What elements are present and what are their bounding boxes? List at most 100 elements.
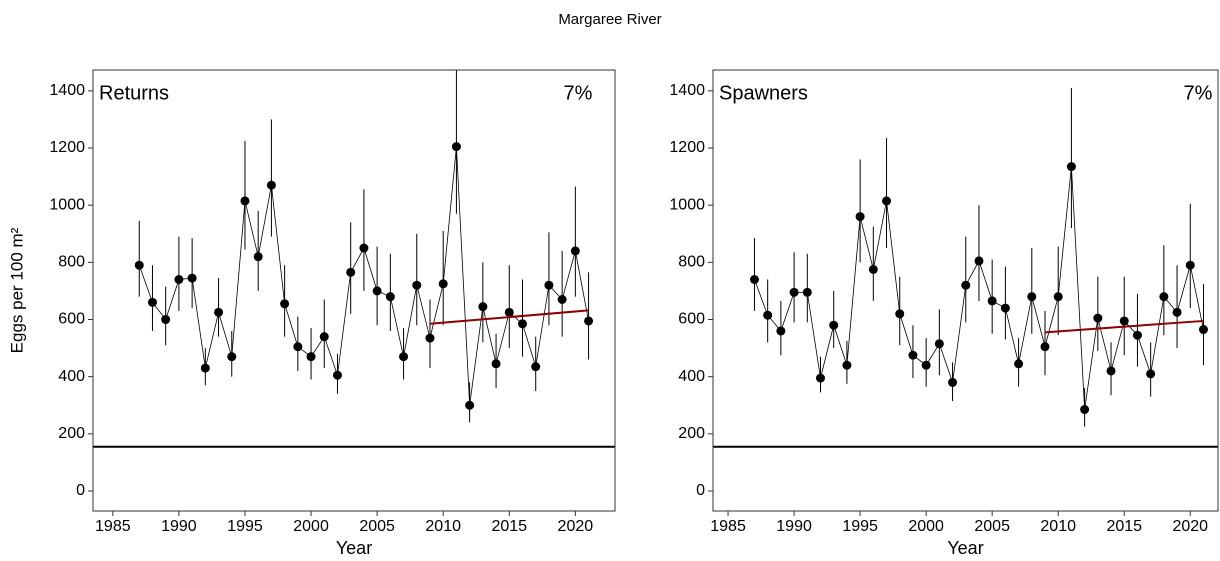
data-point: [240, 196, 250, 206]
data-point: [584, 316, 594, 326]
data-point: [1132, 330, 1142, 340]
y-tick-label: 600: [58, 311, 85, 328]
data-point: [802, 287, 812, 297]
data-point: [974, 256, 984, 266]
annotation: 7%: [564, 82, 593, 104]
data-point: [372, 286, 382, 296]
y-tick-label: 200: [678, 425, 705, 442]
data-point: [200, 363, 210, 373]
data-point: [451, 142, 461, 152]
data-point: [570, 246, 580, 256]
data-point: [1119, 316, 1129, 326]
x-tick-label: 2015: [491, 518, 527, 535]
y-axis-title: Eggs per 100 m²: [7, 227, 26, 353]
data-point: [399, 352, 409, 362]
data-point: [478, 302, 488, 312]
y-tick-label: 800: [58, 254, 85, 271]
x-axis-title: Year: [336, 538, 372, 558]
data-point: [948, 377, 958, 387]
y-tick-label: 1200: [49, 139, 85, 156]
data-point: [504, 307, 514, 317]
data-point: [1146, 369, 1156, 379]
data-point: [147, 297, 157, 307]
trend-line: [429, 309, 589, 325]
data-point: [187, 273, 197, 283]
y-tick-label: 1400: [669, 82, 705, 99]
data-point: [815, 373, 825, 383]
annotation: 7%: [1184, 82, 1213, 104]
x-tick-label: 1995: [227, 518, 263, 535]
data-point: [1014, 359, 1024, 369]
trend-line: [1044, 319, 1204, 334]
x-tick-label: 1985: [710, 518, 746, 535]
data-point: [319, 332, 329, 342]
data-point: [531, 362, 541, 372]
data-point: [253, 252, 263, 262]
data-point: [412, 280, 422, 290]
figure-title: Margaree River: [558, 11, 661, 28]
data-point: [517, 319, 527, 329]
data-point: [174, 274, 184, 284]
data-point: [266, 180, 276, 190]
data-point: [332, 370, 342, 380]
data-point: [1027, 292, 1037, 302]
y-tick-label: 1400: [49, 82, 85, 99]
x-tick-label: 2010: [1040, 518, 1076, 535]
data-point: [1066, 162, 1076, 172]
data-point: [987, 296, 997, 306]
data-point: [763, 310, 773, 320]
data-point: [1040, 342, 1050, 352]
data-point: [438, 279, 448, 289]
x-axis-title: Year: [947, 538, 983, 558]
y-tick-label: 1200: [669, 139, 705, 156]
data-point: [293, 342, 303, 352]
data-point: [1159, 292, 1169, 302]
data-point: [306, 352, 316, 362]
x-tick-label: 2000: [293, 518, 329, 535]
data-point: [1053, 292, 1063, 302]
data-point: [934, 339, 944, 349]
x-tick-label: 1990: [161, 518, 197, 535]
data-point: [425, 333, 435, 343]
panel-border: [92, 69, 616, 512]
panel-border: [712, 69, 1219, 512]
y-tick-label: 800: [678, 254, 705, 271]
data-point: [1106, 366, 1116, 376]
data-point: [789, 287, 799, 297]
x-tick-label: 2020: [1172, 518, 1208, 535]
x-tick-label: 2005: [359, 518, 395, 535]
x-tick-label: 1985: [95, 518, 131, 535]
data-point: [1185, 260, 1195, 270]
x-tick-label: 1990: [776, 518, 812, 535]
data-point: [908, 350, 918, 360]
data-point: [134, 260, 144, 270]
data-point: [280, 299, 290, 309]
y-tick-label: 0: [76, 482, 85, 499]
data-point: [1000, 303, 1010, 313]
data-point: [214, 307, 224, 317]
data-point: [961, 280, 971, 290]
data-point: [161, 315, 171, 325]
x-tick-label: 2005: [974, 518, 1010, 535]
y-tick-label: 1000: [669, 196, 705, 213]
data-point: [868, 264, 878, 274]
y-tick-label: 1000: [49, 196, 85, 213]
data-point: [829, 320, 839, 330]
y-tick-label: 400: [678, 368, 705, 385]
data-point: [1093, 313, 1103, 323]
data-point: [895, 309, 905, 319]
y-tick-label: 400: [58, 368, 85, 385]
data-point: [776, 326, 786, 336]
data-point: [491, 359, 501, 369]
data-point: [1172, 307, 1182, 317]
x-tick-label: 2015: [1106, 518, 1142, 535]
data-point: [227, 352, 237, 362]
data-point: [1080, 405, 1090, 415]
x-tick-label: 2020: [558, 518, 594, 535]
data-point: [346, 267, 356, 277]
data-point: [385, 292, 395, 302]
y-tick-label: 200: [58, 425, 85, 442]
data-point: [359, 243, 369, 253]
